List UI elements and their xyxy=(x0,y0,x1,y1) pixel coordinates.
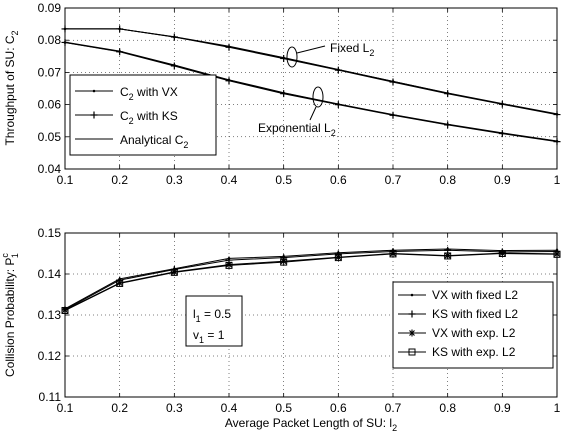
x-tick-label: 0.8 xyxy=(439,173,456,187)
x-tick-label: 1 xyxy=(554,173,561,187)
legend-marker xyxy=(411,294,414,297)
y-tick-label: 0.09 xyxy=(38,1,62,15)
y-tick-label: 0.14 xyxy=(38,267,62,281)
x-axis-label: Average Packet Length of SU: l2 xyxy=(225,416,397,433)
x-tick-label: 0.5 xyxy=(275,401,292,415)
exponential-l2-annotation: Exponential L2 xyxy=(258,121,336,138)
legend-entry-label: KS with exp. L2 xyxy=(432,345,516,359)
x-tick-label: 0.2 xyxy=(111,173,128,187)
chart-panel-1: 0.1 0.2 0.3 0.4 0.5 0.6 0.7 0.8 0.9 10.040.050.06… xyxy=(3,1,561,187)
x-tick-label: 0.5 xyxy=(275,173,292,187)
legend: VX with fixed L2 KS with fixed L2 VX with … xyxy=(393,282,553,368)
y-tick-label: 0.07 xyxy=(38,65,62,79)
x-tick-label: 0.6 xyxy=(330,173,347,187)
exponential-l2-pointer xyxy=(310,107,316,120)
y-axis-label: Throughput of SU: C2 xyxy=(3,30,20,145)
chart-panel-2: 0.1 0.2 0.3 0.4 0.5 0.6 0.7 0.8 0.9 10.110.120.13… xyxy=(0,226,561,433)
legend-entry-label: VX with fixed L2 xyxy=(432,288,518,302)
x-tick-label: 0.6 xyxy=(330,401,347,415)
y-tick-label: 0.08 xyxy=(38,33,62,47)
x-tick-label: 1 xyxy=(554,401,561,415)
x-tick-label: 0.3 xyxy=(166,173,183,187)
x-tick-label: 0.4 xyxy=(221,401,238,415)
x-tick-label: 0.4 xyxy=(221,173,238,187)
y-tick-label: 0.13 xyxy=(38,308,62,322)
x-tick-label: 0.9 xyxy=(494,401,511,415)
x-tick-label: 0.9 xyxy=(494,173,511,187)
fixed-l2-ellipse xyxy=(287,47,297,67)
x-tick-label: 0.8 xyxy=(439,401,456,415)
y-tick-label: 0.05 xyxy=(38,130,62,144)
legend-entry-label: VX with exp. L2 xyxy=(432,326,516,340)
x-tick-label: 0.2 xyxy=(111,401,128,415)
x-tick-label: 0.3 xyxy=(166,401,183,415)
legend-marker xyxy=(409,330,416,337)
fixed-l2-pointer xyxy=(297,46,325,53)
y-tick-label: 0.06 xyxy=(38,98,62,112)
fixed-l2-annotation: Fixed L2 xyxy=(330,41,374,58)
y-tick-label: 0.12 xyxy=(38,349,62,363)
y-axis-label: Collision Probability: Pc1 xyxy=(0,253,20,377)
legend-marker xyxy=(93,90,96,93)
legend-entry-label: KS with fixed L2 xyxy=(432,307,518,321)
x-tick-label: 0.7 xyxy=(385,173,402,187)
y-tick-label: 0.04 xyxy=(38,162,62,176)
exponential-l2-ellipse xyxy=(313,87,323,107)
x-tick-label: 0.7 xyxy=(385,401,402,415)
parameter-box: l1 = 0.5v1 = 1 xyxy=(186,296,242,346)
y-tick-label: 0.11 xyxy=(39,390,62,404)
y-tick-label: 0.15 xyxy=(38,226,62,240)
